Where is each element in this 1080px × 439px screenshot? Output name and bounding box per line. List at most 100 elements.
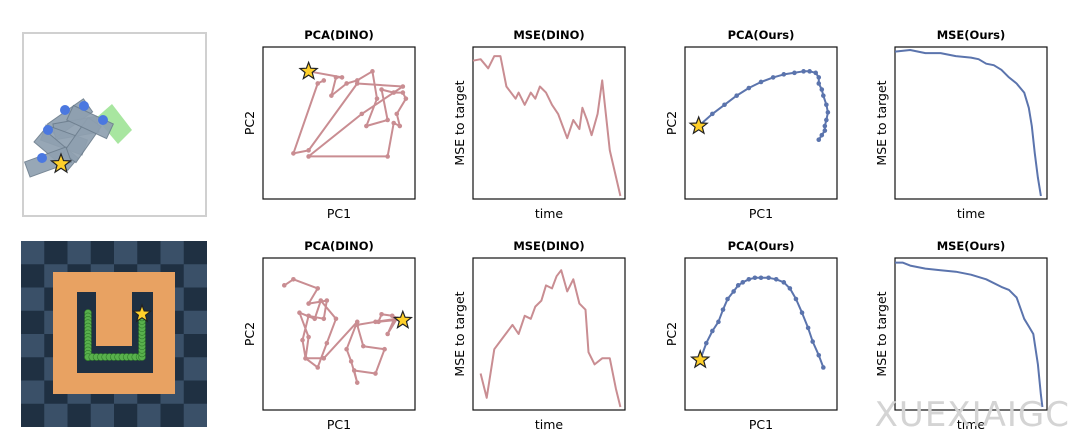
data-point xyxy=(770,75,776,80)
agent-dot xyxy=(79,101,89,111)
data-point xyxy=(752,275,758,281)
data-point xyxy=(787,286,793,291)
data-point xyxy=(403,96,409,101)
x-axis-label: time xyxy=(957,206,986,221)
data-point xyxy=(710,328,715,334)
agent-dot xyxy=(60,105,70,115)
data-point xyxy=(716,319,721,325)
agent-dot xyxy=(43,125,53,135)
series-line xyxy=(472,55,622,197)
data-point xyxy=(822,128,828,133)
data-point xyxy=(306,154,311,159)
maze-tile xyxy=(137,403,161,427)
chart-title: PCA(DINO) xyxy=(304,28,374,42)
maze-tile xyxy=(21,241,45,265)
goal-shape xyxy=(96,104,132,144)
maze-tile xyxy=(90,403,114,427)
maze-tile xyxy=(21,380,45,404)
y-axis-label: MSE to target xyxy=(452,291,467,376)
data-point xyxy=(303,356,308,361)
data-point xyxy=(391,90,397,95)
data-point xyxy=(825,110,831,115)
chart-title: PCA(Ours) xyxy=(728,28,795,42)
data-point xyxy=(324,298,330,303)
data-point xyxy=(816,81,822,86)
chart-title: MSE(DINO) xyxy=(513,28,584,42)
y-axis-label: MSE to target xyxy=(874,80,889,165)
data-point xyxy=(400,90,406,95)
data-point xyxy=(351,368,357,373)
maze-tile xyxy=(183,264,207,288)
data-point xyxy=(810,339,815,344)
chart-panel: PCA(Ours) PC1 PC2 xyxy=(664,28,838,221)
data-point xyxy=(291,151,296,156)
chart-panel: MSE(Ours) time MSE to target xyxy=(874,239,1048,432)
data-point xyxy=(805,325,811,331)
push-block xyxy=(66,104,114,140)
series-line xyxy=(283,278,404,384)
data-point xyxy=(318,298,324,303)
data-point xyxy=(348,359,354,364)
chart-panel: PCA(DINO) PC1 PC2 xyxy=(242,239,416,432)
data-point xyxy=(315,365,321,370)
env-maze xyxy=(21,241,207,427)
x-axis-label: PC1 xyxy=(749,206,773,221)
data-point xyxy=(400,84,406,89)
data-point xyxy=(720,307,726,312)
plot-frame xyxy=(472,46,626,200)
data-point xyxy=(379,311,384,317)
x-axis-label: time xyxy=(535,206,564,221)
data-point xyxy=(281,283,287,288)
plot-frame xyxy=(684,257,838,411)
data-point xyxy=(822,123,828,129)
data-point xyxy=(306,148,311,153)
data-point xyxy=(821,365,826,370)
data-point xyxy=(306,334,311,340)
data-point xyxy=(816,75,822,80)
data-point xyxy=(813,70,819,76)
plot-frame xyxy=(262,46,416,200)
x-axis-label: time xyxy=(957,417,986,432)
maze-wall xyxy=(53,272,175,394)
data-point xyxy=(758,275,764,281)
chart-title: PCA(DINO) xyxy=(304,239,374,253)
data-point xyxy=(746,276,752,282)
y-axis-label: PC2 xyxy=(242,322,257,346)
data-point xyxy=(354,380,360,385)
plot-frame xyxy=(894,257,1048,411)
data-point xyxy=(291,276,296,282)
watermark: XUEXIAIGC xyxy=(874,395,1070,435)
data-point xyxy=(333,316,339,322)
data-point xyxy=(821,93,826,98)
data-point xyxy=(735,283,741,288)
data-point xyxy=(816,137,822,143)
data-point xyxy=(824,117,829,123)
data-point xyxy=(766,275,771,281)
data-point xyxy=(306,313,311,319)
data-point xyxy=(312,316,317,322)
plot-frame xyxy=(684,46,838,200)
series-line xyxy=(895,261,1044,408)
data-point xyxy=(385,117,390,123)
chart-title: MSE(DINO) xyxy=(513,239,584,253)
target-star xyxy=(689,349,711,369)
target-star xyxy=(131,303,153,323)
agent-dot xyxy=(98,115,108,125)
data-point xyxy=(306,301,311,306)
data-point xyxy=(315,286,321,291)
data-point xyxy=(703,340,709,346)
data-point xyxy=(364,123,369,129)
env-pusht xyxy=(22,32,207,217)
data-point xyxy=(799,310,805,316)
data-point xyxy=(793,296,799,302)
series-line xyxy=(292,70,407,158)
plot-frame xyxy=(472,257,626,411)
data-point xyxy=(758,79,764,85)
chart-panel: PCA(DINO) PC1 PC2 xyxy=(242,28,416,221)
data-point xyxy=(389,313,395,319)
data-point xyxy=(297,310,302,316)
chart-panel: PCA(Ours) PC1 PC2 xyxy=(664,239,838,432)
data-point xyxy=(740,280,746,285)
plot-frame xyxy=(894,46,1048,200)
data-point xyxy=(792,70,797,76)
